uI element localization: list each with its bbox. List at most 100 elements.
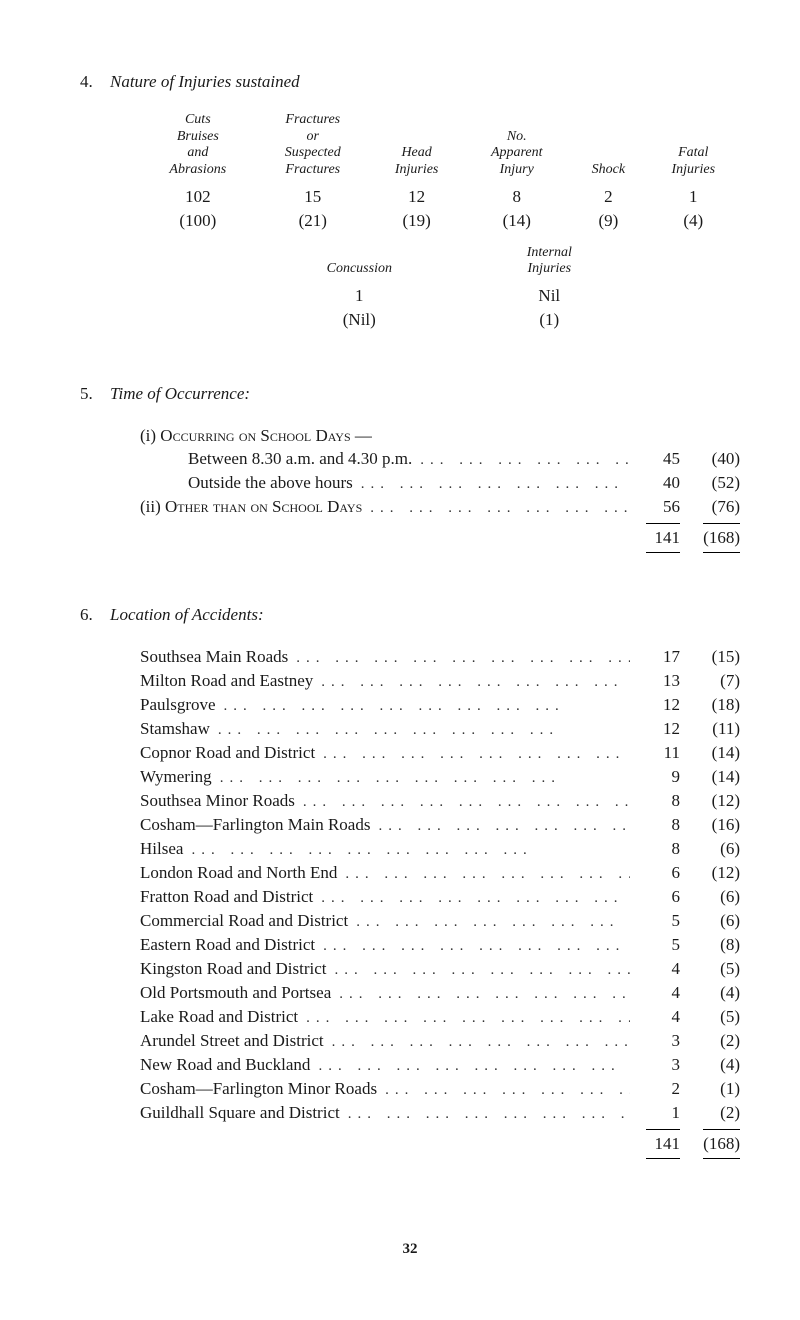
value-current: 3: [630, 1029, 680, 1053]
location-label: Southsea Minor Roads: [140, 789, 295, 813]
list-item: Old Portsmouth and Portsea... ... ... ..…: [140, 981, 740, 1005]
value-prev: (1): [680, 1077, 740, 1101]
location-label: Milton Road and Eastney: [140, 669, 313, 693]
location-label: Cosham—Farlington Minor Roads: [140, 1077, 377, 1101]
table-header-cell: CutsBruisesandAbrasions: [140, 112, 256, 185]
table-cell: 15: [256, 185, 370, 209]
location-label: Cosham—Farlington Main Roads: [140, 813, 370, 837]
section-5-item-ii: (ii) Other than on School Days ... ... .…: [140, 495, 740, 519]
table-cell: (21): [256, 209, 370, 233]
value-current: 6: [630, 885, 680, 909]
table-header-cell: Shock: [570, 112, 646, 185]
location-label: Stamshaw: [140, 717, 210, 741]
table-cell: (14): [463, 209, 570, 233]
table-cell: 1: [647, 185, 740, 209]
location-label: Hilsea: [140, 837, 183, 861]
list-item: Outside the above hours... ... ... ... .…: [140, 471, 740, 495]
table-cell: 1: [250, 284, 469, 308]
location-label: Old Portsmouth and Portsea: [140, 981, 331, 1005]
value-current: 6: [630, 861, 680, 885]
list-item: Arundel Street and District... ... ... .…: [140, 1029, 740, 1053]
section-5-body: (i) Occurring on School Days — Between 8…: [140, 424, 740, 554]
table-cell: (100): [140, 209, 256, 233]
list-item: London Road and North End... ... ... ...…: [140, 861, 740, 885]
section-5-total: 141 (168): [140, 523, 740, 553]
leader-dots: ... ... ... ... ... ... ... ... ...: [183, 840, 630, 861]
value-prev: (16): [680, 813, 740, 837]
list-item: Southsea Minor Roads... ... ... ... ... …: [140, 789, 740, 813]
list-item: Commercial Road and District... ... ... …: [140, 909, 740, 933]
section-6: 6. Location of Accidents: Southsea Main …: [80, 603, 740, 1159]
list-item: Hilsea... ... ... ... ... ... ... ... ..…: [140, 837, 740, 861]
section-5-heading: 5. Time of Occurrence:: [80, 382, 740, 406]
leader-dots: ... ... ... ... ... ... ... ... ...: [295, 792, 630, 813]
injuries-table-2-header-row: ConcussionInternalInjuries: [250, 245, 630, 285]
leader-dots: ... ... ... ... ... ... ... ... ...: [348, 912, 630, 933]
list-item: Between 8.30 a.m. and 4.30 p.m.... ... .…: [140, 447, 740, 471]
occurring-on-school-days: Occurring on School Days: [160, 426, 350, 445]
location-label: Paulsgrove: [140, 693, 216, 717]
injuries-table-header-row: CutsBruisesandAbrasionsFracturesorSuspec…: [140, 112, 740, 185]
value-prev: (12): [680, 789, 740, 813]
list-item: Kingston Road and District... ... ... ..…: [140, 957, 740, 981]
value-current: 12: [630, 693, 680, 717]
list-item: Wymering... ... ... ... ... ... ... ... …: [140, 765, 740, 789]
leader-dots: ... ... ... ... ... ... ... ... ...: [298, 1008, 630, 1029]
section-6-heading: 6. Location of Accidents:: [80, 603, 740, 627]
value-current: 3: [630, 1053, 680, 1077]
leader-dots: ... ... ... ... ... ... ... ... ...: [331, 984, 630, 1005]
table-header-cell: FracturesorSuspectedFractures: [256, 112, 370, 185]
value-current: 9: [630, 765, 680, 789]
injuries-table-row-2: (100)(21)(19)(14)(9)(4): [140, 209, 740, 233]
location-label: Arundel Street and District: [140, 1029, 324, 1053]
injuries-table-2-row-2: (Nil)(1): [250, 308, 630, 332]
table-header-cell: FatalInjuries: [647, 112, 740, 185]
list-item: Southsea Main Roads... ... ... ... ... .…: [140, 645, 740, 669]
leader-dots: ... ... ... ... ... ... ... ... ...: [313, 888, 630, 909]
list-item: Cosham—Farlington Main Roads... ... ... …: [140, 813, 740, 837]
location-label: Copnor Road and District: [140, 741, 315, 765]
leader-dots: ... ... ... ... ... ... ... ... ...: [337, 864, 630, 885]
value-current: 4: [630, 1005, 680, 1029]
location-label: Guildhall Square and District: [140, 1101, 340, 1125]
value-current: 8: [630, 813, 680, 837]
value-current: 5: [630, 933, 680, 957]
location-label: Eastern Road and District: [140, 933, 315, 957]
leader-dots: ... ... ... ... ... ... ... ... ...: [313, 672, 630, 693]
table-cell: (9): [570, 209, 646, 233]
leader-dots: ... ... ... ... ... ... ... ... ...: [315, 744, 630, 765]
table-header-cell: HeadInjuries: [370, 112, 463, 185]
total-current: 141: [630, 523, 680, 553]
total-prev: (168): [680, 523, 740, 553]
leader-dots: ... ... ... ... ... ... ... ... ...: [377, 1080, 630, 1101]
table-cell: Nil: [469, 284, 630, 308]
list-item: Milton Road and Eastney... ... ... ... .…: [140, 669, 740, 693]
value-prev: (6): [680, 837, 740, 861]
value-prev: (12): [680, 861, 740, 885]
value-current: 40: [630, 471, 680, 495]
total-current: 141: [630, 1129, 680, 1159]
value-current: 5: [630, 909, 680, 933]
value-prev: (76): [680, 495, 740, 519]
leader-dots: ... ... ... ... ... ... ... ... ...: [210, 720, 630, 741]
list-item: Lake Road and District... ... ... ... ..…: [140, 1005, 740, 1029]
leader-dots: ... ... ... ... ... ... ... ... ...: [315, 936, 630, 957]
table-cell: 8: [463, 185, 570, 209]
injuries-table: CutsBruisesandAbrasionsFracturesorSuspec…: [140, 112, 740, 233]
value-current: 4: [630, 981, 680, 1005]
value-prev: (6): [680, 885, 740, 909]
leader-dots: ... ... ... ... ... ... ... ... ...: [216, 696, 630, 717]
leader-dots: ... ... ... ... ... ... ... ... ...: [310, 1056, 630, 1077]
value-prev: (15): [680, 645, 740, 669]
section-4-number: 4.: [80, 70, 110, 94]
value-prev: (14): [680, 765, 740, 789]
table-cell: 2: [570, 185, 646, 209]
section-5-number: 5.: [80, 382, 110, 406]
total-prev: (168): [680, 1129, 740, 1159]
location-label: Outside the above hours: [140, 471, 353, 495]
section-6-body: Southsea Main Roads... ... ... ... ... .…: [140, 645, 740, 1159]
leader-dots: ... ... ... ... ... ... ... ... ...: [362, 498, 630, 519]
value-prev: (40): [680, 447, 740, 471]
location-label: Kingston Road and District: [140, 957, 327, 981]
table-header-cell: InternalInjuries: [469, 245, 630, 285]
